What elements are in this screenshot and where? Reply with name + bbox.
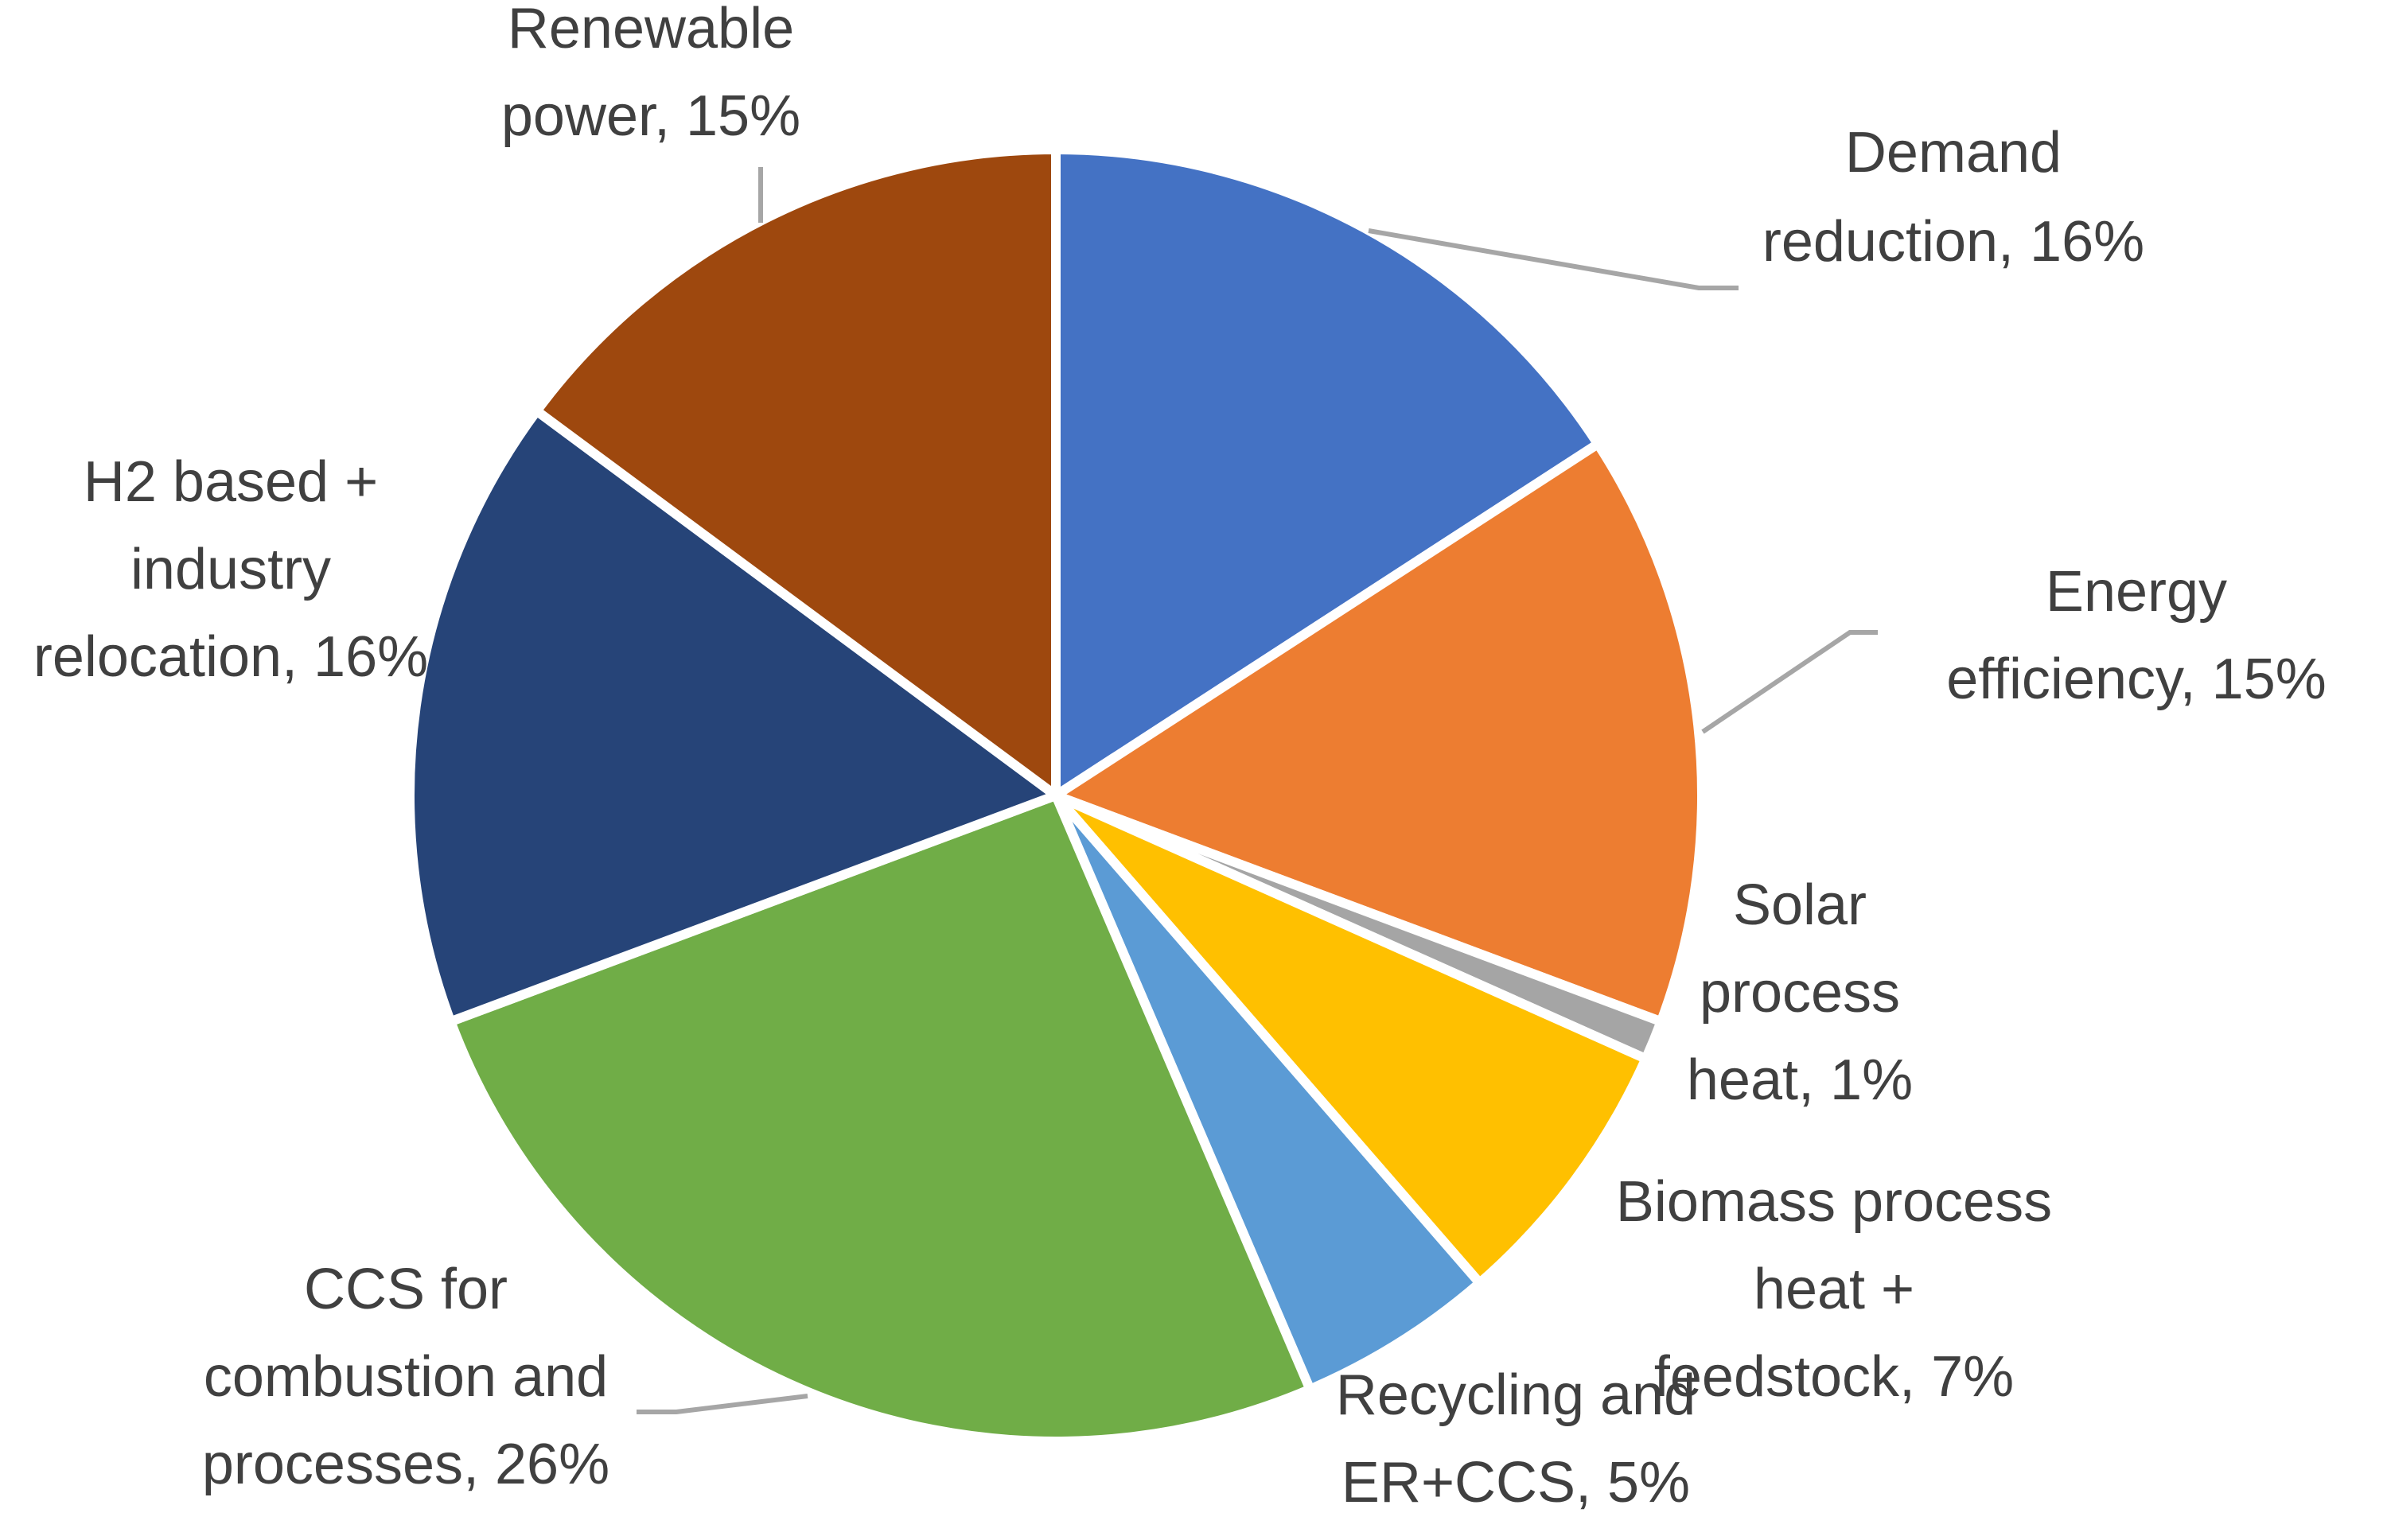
data-label-demand-reduction: Demand reduction, 16% [1762,121,2144,274]
pie-slice-demand-reduction [1051,144,1605,805]
leader-line-ccs-for-combustion-and-processes [637,1394,808,1414]
leader-line-energy-efficiency [1701,630,1878,734]
data-label-h2-based-industry-relocation: H2 based + industry relocation, 16% [33,450,428,689]
pie-slice-biomass-process-heat-feedstock [1052,791,1653,1290]
pie-slice-ccs-for-combustion-and-processes [444,789,1317,1446]
slice-labels: Demand reduction, 16% Energy efficiency, 15… [33,0,2327,1515]
data-label-biomass-process-heat-feedstock: Biomass process heat + feedstock, 7% [1616,1170,2052,1409]
leader-lines [637,167,1878,1414]
pie-slice-energy-efficiency [1045,437,1707,1029]
pie-slice-recycling-and-er-ccs [1051,792,1487,1396]
pie-slice-h2-based-industry-relocation [405,404,1066,1029]
data-label-renewable-power: Renewable power, 15% [501,0,800,148]
data-label-solar-process-heat: Solar process heat, 1% [1687,873,1913,1112]
pie-slice-renewable-power [530,144,1061,805]
data-label-recycling-and-er-ccs: Recycling and ER+CCS, 5% [1336,1363,1696,1515]
data-label-energy-efficiency: Energy efficiency, 15% [1946,560,2327,711]
data-label-ccs-for-combustion-and-processes: CCS for combustion and processes, 26% [202,1258,609,1496]
leader-line-demand-reduction [1368,228,1739,290]
pie-slices [405,144,1707,1446]
